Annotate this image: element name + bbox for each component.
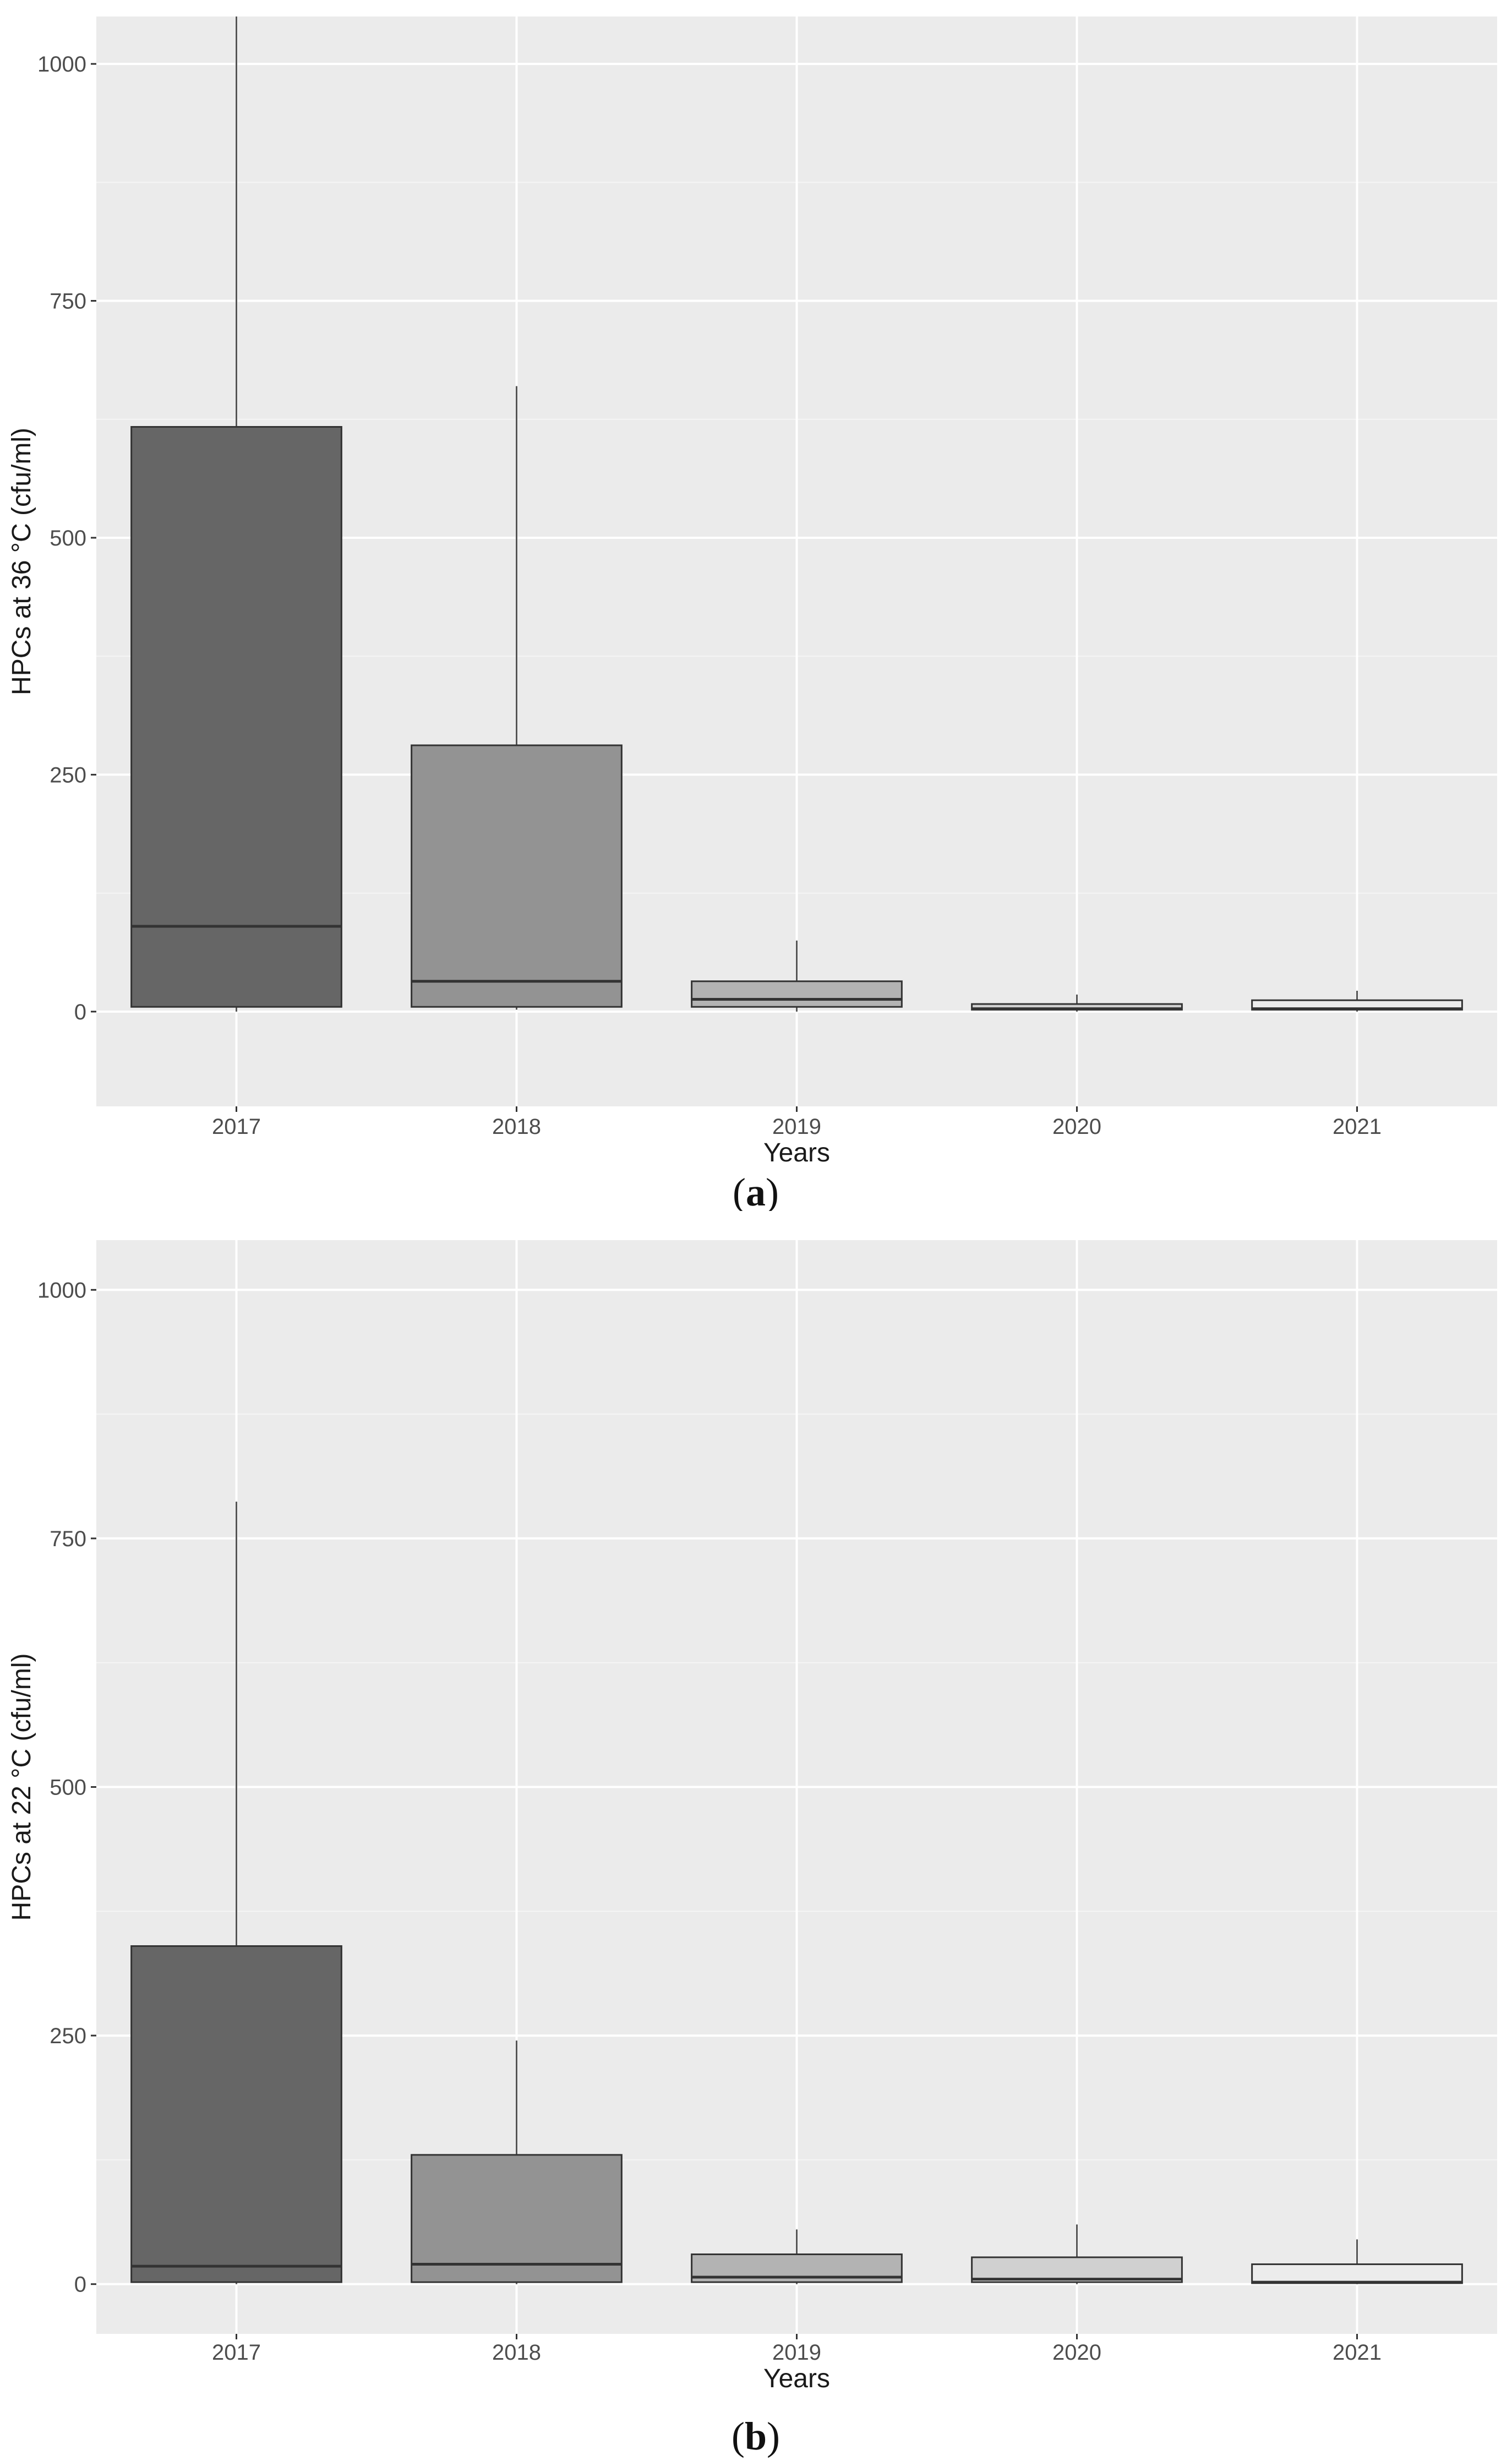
caption-paren-open: ( (732, 2414, 745, 2458)
box-2021 (1251, 2263, 1463, 2284)
boxplot-b: 0 250 500 750 1000 2017 2018 2019 2020 2021 Years H… (7, 1240, 1497, 2458)
x-tick-label: 2020 (1052, 2340, 1101, 2365)
panel-caption: (a) (733, 1170, 779, 1211)
x-tick-label: 2019 (772, 1115, 821, 1139)
box-2017 (130, 426, 342, 1008)
box-2019 (691, 980, 903, 1008)
panel-caption: (b) (732, 2414, 780, 2458)
y-tick-label: 500 (50, 1776, 86, 1800)
y-axis-title: HPCs at 36 °C (cfu/ml) (7, 428, 36, 695)
x-tick-label: 2017 (212, 1115, 261, 1139)
caption-paren-open: ( (733, 1170, 746, 1211)
x-tick-label: 2021 (1333, 2340, 1382, 2365)
caption-paren-close: ) (766, 1170, 779, 1211)
chart-panel-a: 0 250 500 750 1000 2017 2018 2019 2020 2021 Years H… (0, 0, 1512, 1211)
x-tick-label: 2017 (212, 2340, 261, 2365)
y-tick-label: 500 (50, 526, 86, 550)
box-2017 (130, 1945, 342, 2283)
x-tick-label: 2018 (492, 1115, 541, 1139)
y-tick-label: 250 (50, 763, 86, 787)
y-tick-label: 250 (50, 2024, 86, 2048)
x-axis-title: Years (763, 1138, 830, 1167)
x-tick-label: 2018 (492, 2340, 541, 2365)
x-tick-label: 2020 (1052, 1115, 1101, 1139)
caption-paren-close: ) (767, 2414, 780, 2458)
x-axis-title: Years (763, 2364, 830, 2393)
y-tick-label: 750 (50, 1527, 86, 1551)
x-tick-label: 2021 (1333, 1115, 1382, 1139)
y-tick-label: 1000 (37, 1278, 86, 1302)
y-tick-label: 0 (74, 2273, 86, 2297)
box-2018 (411, 2154, 623, 2283)
y-tick-label: 0 (74, 1000, 86, 1024)
boxplot-a: 0 250 500 750 1000 2017 2018 2019 2020 2021 Years H… (7, 17, 1497, 1211)
y-axis-title: HPCs at 22 °C (cfu/ml) (7, 1654, 36, 1921)
chart-panel-b: 0 250 500 750 1000 2017 2018 2019 2020 2021 Years H… (0, 1227, 1512, 2461)
caption-letter: a (746, 1170, 766, 1211)
box-2018 (411, 744, 623, 1008)
y-tick-label: 750 (50, 290, 86, 314)
y-tick-label: 1000 (37, 52, 86, 77)
x-tick-label: 2019 (772, 2340, 821, 2365)
caption-letter: b (745, 2414, 767, 2458)
